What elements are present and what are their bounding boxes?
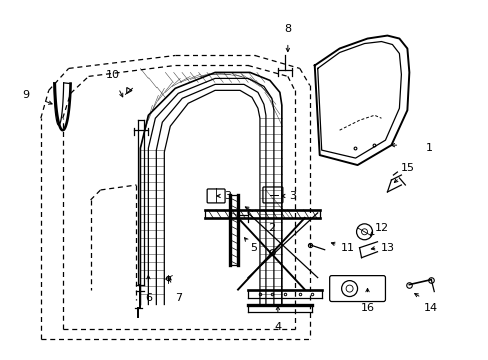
- Text: 7: 7: [174, 293, 182, 302]
- Text: 3: 3: [224, 191, 231, 201]
- Text: 16: 16: [360, 302, 374, 312]
- Text: 5: 5: [250, 243, 257, 253]
- FancyBboxPatch shape: [263, 187, 282, 203]
- Text: 13: 13: [380, 243, 394, 253]
- Text: 15: 15: [400, 163, 413, 173]
- Text: 4: 4: [274, 323, 281, 332]
- Text: 8: 8: [284, 24, 291, 33]
- Text: 9: 9: [22, 90, 29, 100]
- Text: 1: 1: [425, 143, 432, 153]
- Text: 10: 10: [105, 71, 119, 80]
- Text: 2: 2: [268, 223, 275, 233]
- Text: 11: 11: [340, 243, 354, 253]
- Text: 12: 12: [374, 223, 388, 233]
- Text: 3: 3: [289, 191, 296, 201]
- Text: 14: 14: [424, 302, 437, 312]
- FancyBboxPatch shape: [207, 189, 224, 203]
- FancyBboxPatch shape: [329, 276, 385, 302]
- Text: 6: 6: [144, 293, 152, 302]
